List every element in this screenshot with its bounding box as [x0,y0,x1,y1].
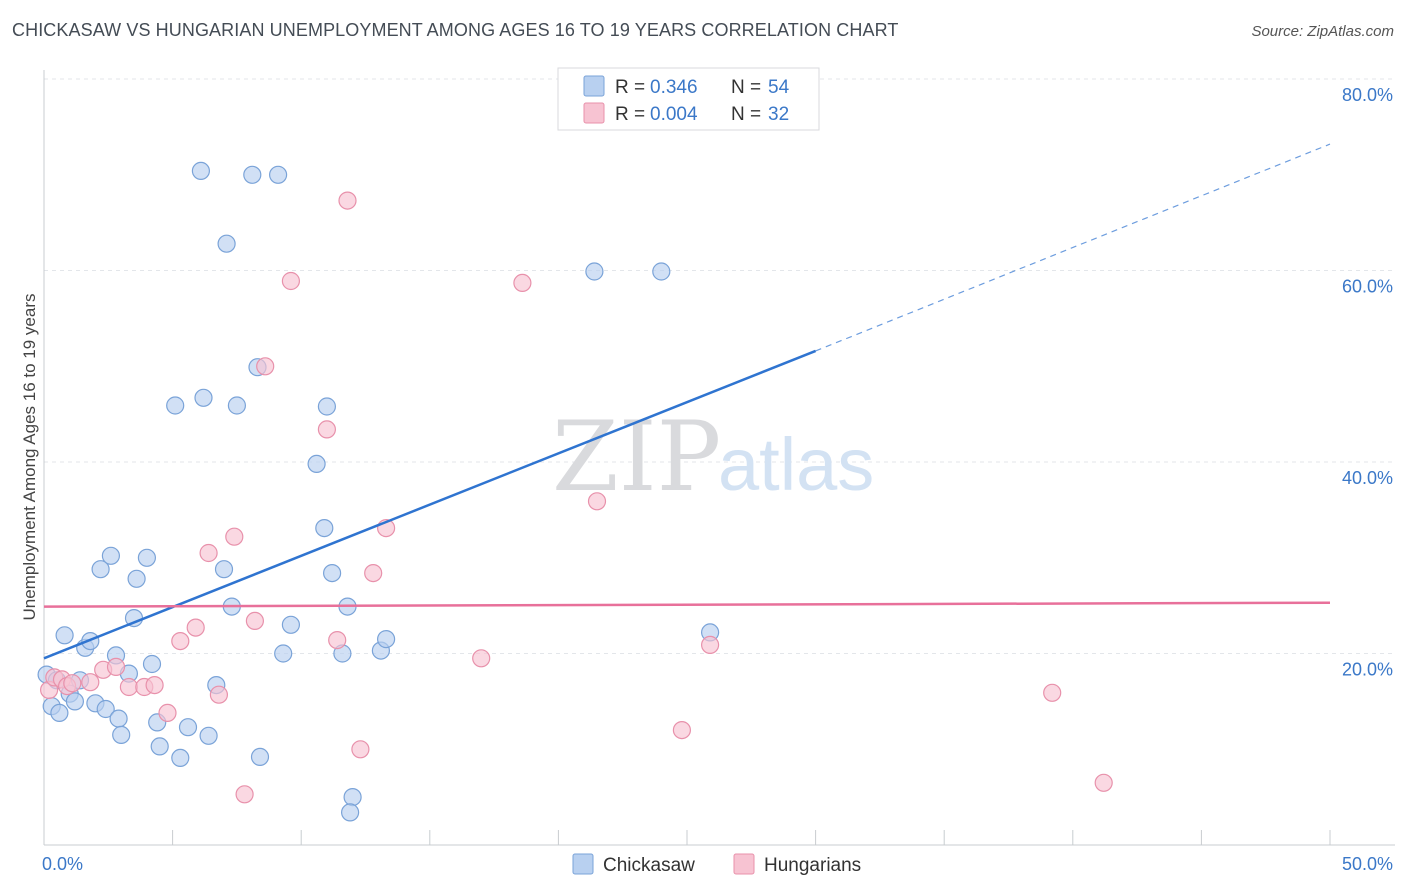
hungarians-point-15 [209,685,228,704]
chickasaw-point-47 [343,787,362,807]
chickasaw-point-15 [109,709,128,728]
series-chickasaw-points [37,161,720,822]
chart-title: CHICKASAW VS HUNGARIAN UNEMPLOYMENT AMON… [12,20,899,40]
legend-r-label-0: R = [615,77,645,98]
legend-swatch-hungarians [583,102,605,124]
hungarians-point-29 [587,492,607,511]
hungarians-point-12 [171,631,190,651]
chickasaw-point-48 [341,803,360,822]
hungarians-point-31 [700,635,720,655]
trend-line-chickasaw-extension [815,143,1331,352]
hungarians-point-10 [145,675,164,695]
chickasaw-point-21 [142,654,162,674]
y-tick-label-60: 60.0% [1342,277,1393,297]
watermark-zip: ZIP [552,401,721,513]
bottom-legend-swatch-hungarians [733,853,755,875]
hungarians-point-16 [225,527,244,546]
legend-swatch-chickasaw [583,75,605,97]
y-axis-label: Unemployment Among Ages 16 to 19 years [20,294,39,621]
legend-r-label-1: R = [615,104,645,125]
legend-r-value-1: 0.004 [650,104,698,125]
chickasaw-point-12 [96,699,115,719]
hungarians-point-7 [106,657,126,677]
chickasaw-point-52 [652,262,671,281]
y-tick-label-40: 40.0% [1342,468,1393,488]
hungarians-point-21 [317,420,336,439]
chickasaw-point-28 [194,388,213,407]
chickasaw-point-39 [274,644,293,663]
bottom-legend-swatch-chickasaw [572,853,594,875]
hungarians-point-33 [1094,773,1113,792]
chickasaw-point-44 [323,563,342,583]
chickasaw-point-51 [585,262,604,281]
hungarians-point-14 [199,543,218,563]
chickasaw-point-19 [127,569,146,588]
legend-r-value-0: 0.346 [650,77,698,98]
chart-source: Source: ZipAtlas.com [1251,23,1394,40]
legend-n-value-0: 54 [768,77,790,98]
legend-n-label-0: N = [731,77,761,98]
chickasaw-point-41 [307,454,326,473]
chickasaw-point-3 [50,703,69,723]
chickasaw-point-31 [214,560,234,579]
chickasaw-point-16 [112,725,131,745]
series-hungarians-points [39,191,1113,804]
chickasaw-point-11 [91,560,110,579]
chickasaw-point-23 [150,737,169,756]
hungarians-point-18 [245,611,264,631]
chickasaw-point-32 [217,234,236,253]
trend-lines [43,143,1331,660]
hungarians-point-20 [281,271,300,291]
hungarians-point-23 [338,191,357,210]
chickasaw-point-26 [178,718,198,737]
x-axis-ticks [172,830,1331,845]
chickasaw-point-13 [101,546,121,565]
chickasaw-point-43 [317,397,336,416]
hungarians-point-8 [119,677,138,697]
hungarians-point-17 [235,785,254,804]
hungarians-point-28 [513,273,532,292]
y-axis-tick-labels: 20.0% 40.0% 60.0% 80.0% [1342,85,1393,680]
legend-n-label-1: N = [731,104,761,125]
legend-n-value-1: 32 [768,104,789,125]
chickasaw-point-29 [199,726,218,745]
chickasaw-point-42 [315,518,334,538]
hungarians-point-27 [472,649,491,668]
y-tick-label-20: 20.0% [1342,660,1393,680]
hungarians-point-32 [1043,683,1062,702]
hungarians-point-30 [672,720,692,740]
x-tick-label-max: 50.0% [1342,854,1393,874]
gridlines [44,78,1395,654]
chickasaw-point-34 [227,396,246,415]
chickasaw-point-20 [137,548,156,567]
x-tick-label-min: 0.0% [42,854,83,874]
top-legend: R = 0.346 N = 54 R = 0.004 N = 32 [557,67,820,131]
chickasaw-point-35 [243,165,262,184]
watermark-atlas: atlas [718,423,874,506]
bottom-legend-hungarians: Hungarians [764,855,861,876]
chickasaw-point-27 [191,161,210,180]
bottom-legend-chickasaw: Chickasaw [603,855,695,876]
hungarians-point-24 [351,740,370,759]
hungarians-point-25 [364,563,383,583]
hungarians-point-11 [158,703,177,723]
trend-line-hungarians [43,601,1331,608]
chickasaw-point-37 [250,747,270,767]
chickasaw-point-40 [281,615,300,634]
hungarians-point-22 [328,630,347,650]
hungarians-point-13 [186,618,205,637]
chickasaw-point-4 [55,626,74,645]
chickasaw-point-38 [269,165,288,184]
hungarians-point-5 [81,673,100,692]
hungarians-point-19 [256,357,275,376]
bottom-legend: Chickasaw Hungarians [572,853,861,876]
y-tick-label-80: 80.0% [1342,85,1393,105]
chickasaw-point-50 [377,629,396,649]
chickasaw-point-6 [65,692,85,711]
chickasaw-point-25 [171,748,190,768]
hungarians-point-4 [63,674,82,693]
chickasaw-point-24 [166,396,185,415]
